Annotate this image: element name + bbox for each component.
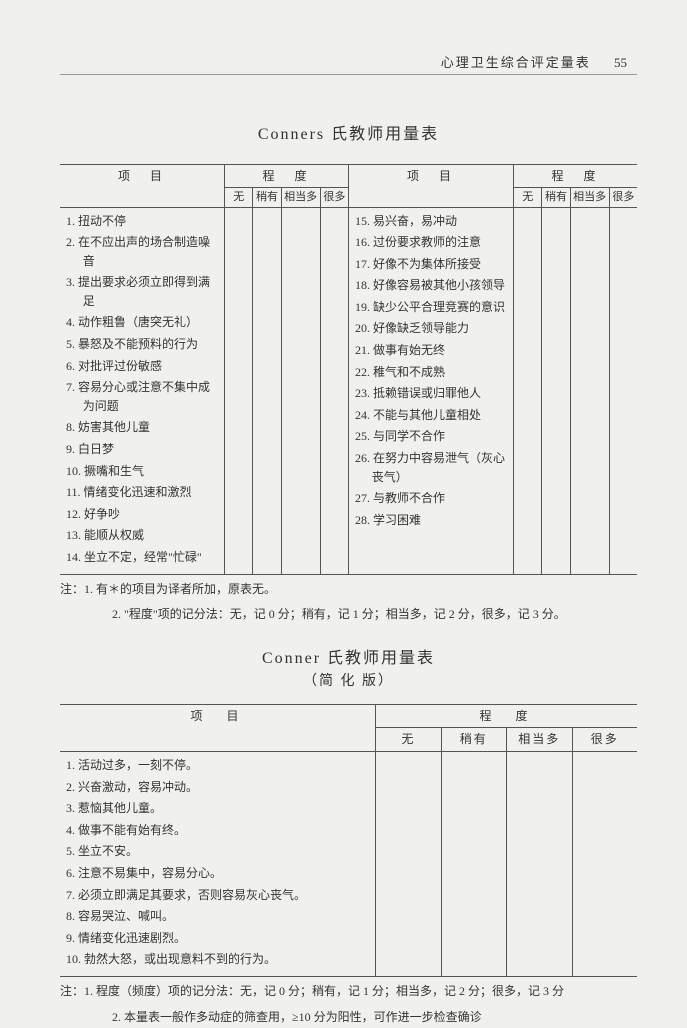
list-item: 26. 在努力中容易泄气（灰心丧气） bbox=[355, 449, 507, 486]
blank-cell bbox=[225, 207, 253, 574]
blank-cell bbox=[514, 207, 542, 574]
blank-cell bbox=[281, 207, 320, 574]
list-item: 27. 与教师不合作 bbox=[355, 489, 507, 508]
degree-label: 很多 bbox=[572, 728, 637, 752]
col-header-degree-right: 程 度 bbox=[514, 165, 637, 188]
blank-cell bbox=[609, 207, 637, 574]
list-item: 11. 情绪变化迅速和激烈 bbox=[66, 483, 218, 502]
degree-label: 稍有 bbox=[253, 188, 281, 208]
degree-label: 无 bbox=[514, 188, 542, 208]
list-item: 7. 必须立即满足其要求，否则容易灰心丧气。 bbox=[66, 886, 369, 905]
col-header-degree: 程 度 bbox=[376, 704, 637, 728]
blank-cell bbox=[542, 207, 570, 574]
degree-label: 很多 bbox=[609, 188, 637, 208]
list-item: 16. 过份要求教师的注意 bbox=[355, 233, 507, 252]
list-item: 13. 能顺从权威 bbox=[66, 526, 218, 545]
degree-label: 无 bbox=[376, 728, 441, 752]
degree-label: 无 bbox=[225, 188, 253, 208]
blank-cell bbox=[507, 751, 572, 976]
list-item: 7. 容易分心或注意不集中成为问题 bbox=[66, 378, 218, 415]
list-item: 23. 抵赖错误或归罪他人 bbox=[355, 384, 507, 403]
col-header-degree-left: 程 度 bbox=[225, 165, 349, 188]
scale2-note-2: 2. 本量表一般作多动症的筛查用，≥10 分为阳性，可作进一步检查确诊 bbox=[60, 1007, 637, 1028]
list-item: 5. 坐立不安。 bbox=[66, 842, 369, 861]
list-item: 2. 兴奋激动，容易冲动。 bbox=[66, 778, 369, 797]
list-item: 6. 对批评过份敏感 bbox=[66, 357, 218, 376]
list-item: 9. 白日梦 bbox=[66, 440, 218, 459]
blank-cell bbox=[572, 751, 637, 976]
list-item: 2. 在不应出声的场合制造噪音 bbox=[66, 233, 218, 270]
items-left-cell: 1. 扭动不停 2. 在不应出声的场合制造噪音3. 提出要求必须立即得到满足 4. … bbox=[60, 207, 225, 574]
list-item: 14. 坐立不定，经常"忙碌" bbox=[66, 548, 218, 567]
list-item: 25. 与同学不合作 bbox=[355, 427, 507, 446]
scale2-table: 项 目 程 度 无 稍有 相当多 很多 1. 活动过多，一刻不停。 2. 兴奋激动… bbox=[60, 704, 637, 977]
scale2-title: Conner 氏教师用量表 bbox=[60, 644, 637, 668]
list-item: 4. 做事不能有始有终。 bbox=[66, 821, 369, 840]
list-item: 24. 不能与其他儿童相处 bbox=[355, 406, 507, 425]
degree-label: 很多 bbox=[320, 188, 348, 208]
list-item: 9. 情绪变化迅速剧烈。 bbox=[66, 929, 369, 948]
blank-cell bbox=[376, 751, 441, 976]
list-item: 10. 勃然大怒，或出现意料不到的行为。 bbox=[66, 950, 369, 969]
blank-cell bbox=[320, 207, 348, 574]
list-item: 1. 活动过多，一刻不停。 bbox=[66, 756, 369, 775]
running-title: 心理卫生综合评定量表 bbox=[441, 55, 591, 70]
scale1-note-2: 2. "程度"项的记分法：无，记 0 分；稍有，记 1 分；相当多，记 2 分，… bbox=[60, 604, 637, 626]
list-item: 8. 容易哭泣、喊叫。 bbox=[66, 907, 369, 926]
degree-label: 相当多 bbox=[281, 188, 320, 208]
degree-label: 稍有 bbox=[542, 188, 570, 208]
header-rule bbox=[60, 74, 637, 75]
list-item: 15. 易兴奋，易冲动 bbox=[355, 212, 507, 231]
list-item: 8. 妨害其他儿童 bbox=[66, 418, 218, 437]
col-header-item-right: 项 目 bbox=[348, 165, 513, 208]
scale1-note-1: 注：1. 有＊的项目为译者所加，原表无。 bbox=[60, 579, 637, 601]
scale1-table: 项 目 程 度 项 目 程 度 无 稍有 相当多 很多 无 稍有 相当多 很多 … bbox=[60, 164, 637, 575]
list-item: 17. 好像不为集体所接受 bbox=[355, 255, 507, 274]
running-header: 心理卫生综合评定量表 55 bbox=[441, 52, 627, 71]
scale2-note-1: 注：1. 程度（频度）项的记分法：无，记 0 分；稍有，记 1 分；相当多，记 … bbox=[60, 981, 637, 1003]
list-item: 10. 撅嘴和生气 bbox=[66, 462, 218, 481]
list-item: 4. 动作粗鲁（唐突无礼） bbox=[66, 313, 218, 332]
page-number: 55 bbox=[614, 55, 627, 70]
blank-cell bbox=[441, 751, 506, 976]
scale1-title: Conners 氏教师用量表 bbox=[60, 120, 637, 144]
list-item: 5. 暴怒及不能预料的行为 bbox=[66, 335, 218, 354]
blank-cell bbox=[570, 207, 609, 574]
list-item: 20. 好像缺乏领导能力 bbox=[355, 319, 507, 338]
degree-label: 稍有 bbox=[441, 728, 506, 752]
items-right-cell: 15. 易兴奋，易冲动 16. 过份要求教师的注意 17. 好像不为集体所接受 18.… bbox=[348, 207, 513, 574]
col-header-item: 项 目 bbox=[60, 704, 376, 751]
degree-label: 相当多 bbox=[570, 188, 609, 208]
list-item: 1. 扭动不停 bbox=[66, 212, 218, 231]
blank-cell bbox=[253, 207, 281, 574]
list-item: 18. 好像容易被其他小孩领导 bbox=[355, 276, 507, 295]
list-item: 28. 学习困难 bbox=[355, 511, 507, 530]
list-item: 22. 稚气和不成熟 bbox=[355, 363, 507, 382]
scale2-subtitle: （简 化 版） bbox=[60, 670, 637, 690]
degree-label: 相当多 bbox=[507, 728, 572, 752]
list-item: 21. 做事有始无终 bbox=[355, 341, 507, 360]
col-header-item-left: 项 目 bbox=[60, 165, 225, 208]
list-item: 3. 惹恼其他儿童。 bbox=[66, 799, 369, 818]
items-cell: 1. 活动过多，一刻不停。 2. 兴奋激动，容易冲动。 3. 惹恼其他儿童。 4. 做… bbox=[60, 751, 376, 976]
list-item: 19. 缺少公平合理竞赛的意识 bbox=[355, 298, 507, 317]
list-item: 12. 好争吵 bbox=[66, 505, 218, 524]
list-item: 3. 提出要求必须立即得到满足 bbox=[66, 273, 218, 310]
list-item: 6. 注意不易集中，容易分心。 bbox=[66, 864, 369, 883]
